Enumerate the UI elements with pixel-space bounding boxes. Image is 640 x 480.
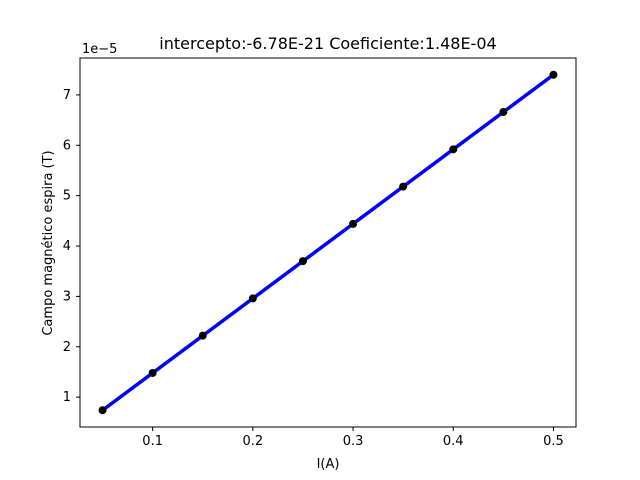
y-tick-label: 4 (63, 239, 71, 254)
data-point (298, 257, 307, 266)
x-tick-label: 0.5 (543, 434, 564, 449)
y-tick-label: 7 (63, 88, 71, 103)
data-point (248, 294, 257, 303)
y-tick-label: 1 (63, 390, 71, 405)
fit-line (100, 73, 556, 412)
x-tick-label: 0.4 (443, 434, 464, 449)
data-point (148, 368, 157, 377)
y-tick-label: 2 (63, 340, 71, 355)
plot-frame (79, 57, 577, 428)
data-point (198, 331, 207, 340)
x-tick-label: 0.2 (243, 434, 264, 449)
y-offset-label: 1e−5 (82, 42, 117, 57)
y-tick-label: 5 (63, 189, 71, 204)
y-tick-label: 6 (63, 138, 71, 153)
x-axis-label: I(A) (317, 457, 340, 472)
data-point (549, 70, 558, 79)
chart-title: intercepto:-6.78E-21 Coeficiente:1.48E-0… (159, 34, 496, 53)
data-point (349, 219, 358, 228)
data-point (98, 406, 107, 415)
data-point (499, 108, 508, 117)
plot-area: 0.1 0.2 0.3 0.4 0.5 1 2 3 4 5 6 7 (63, 57, 577, 449)
x-tick-label: 0.3 (343, 434, 364, 449)
data-point (449, 145, 458, 154)
data-point (399, 182, 408, 191)
x-tick-label: 0.1 (142, 434, 163, 449)
y-tick-label: 3 (63, 289, 71, 304)
y-axis-label: Campo magnético espira (T) (41, 150, 56, 335)
